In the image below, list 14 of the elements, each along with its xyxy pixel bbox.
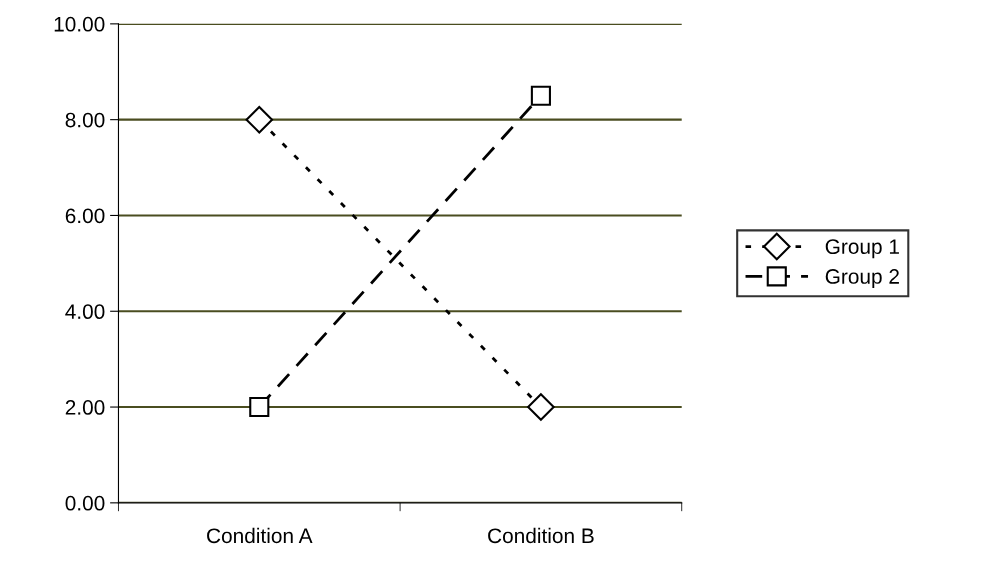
legend-label: Group 1 bbox=[825, 239, 899, 259]
point bbox=[245, 105, 274, 134]
x-tick-label: Condition B bbox=[488, 527, 594, 544]
y-tick-label: 4.00 bbox=[65, 304, 105, 320]
point bbox=[527, 393, 555, 421]
y-tick-label: 0.00 bbox=[65, 495, 105, 511]
point bbox=[530, 85, 551, 106]
y-tick-label: 8.00 bbox=[65, 112, 105, 128]
x-tick-label: Condition A bbox=[207, 527, 313, 544]
y-tick-label: 10.00 bbox=[54, 16, 105, 32]
legend-label: Group 2 bbox=[825, 269, 899, 288]
y-tick-label: 2.00 bbox=[65, 400, 105, 415]
y-tick-label: 6.00 bbox=[65, 208, 105, 224]
point bbox=[249, 396, 270, 418]
